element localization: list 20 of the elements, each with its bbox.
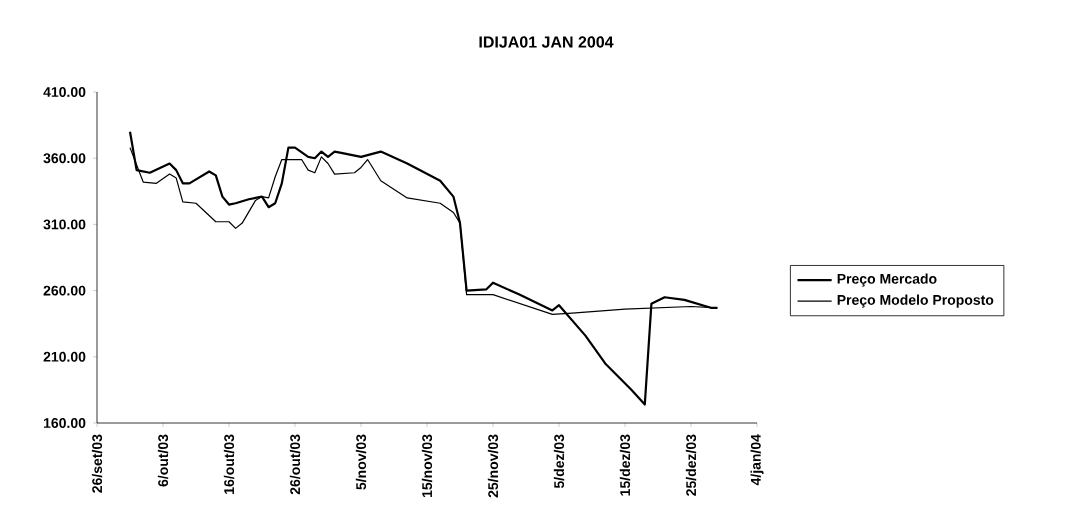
y-tick-label: 210.00 (43, 351, 86, 362)
x-tick-label: 5/nov/03 (355, 434, 367, 490)
x-tick-label: 6/out/03 (157, 434, 169, 487)
chart-title: IDIJA01 JAN 2004 (479, 36, 614, 48)
x-tick-label: 26/set/03 (91, 434, 103, 493)
x-tick-label: 25/dez/03 (685, 434, 697, 496)
x-tick-label: 15/dez/03 (619, 434, 631, 496)
x-tick-label: 26/out/03 (289, 434, 301, 495)
x-tick-label: 16/out/03 (223, 434, 235, 494)
x-tick-label: 4/jan/04 (750, 434, 764, 486)
x-tick-label: 15/nov/03 (421, 434, 433, 497)
x-tick-label: 5/dez/03 (553, 434, 565, 489)
y-tick-label: 360.00 (43, 153, 86, 164)
legend-label: Preço Mercado (837, 273, 937, 287)
y-tick-label: 310.00 (43, 219, 86, 230)
y-tick-label: 260.00 (43, 285, 86, 296)
x-tick-label: 25/nov/03 (487, 434, 499, 498)
y-tick-label: 160.00 (44, 418, 86, 428)
y-tick-label: 410.00 (43, 87, 86, 97)
legend-label: Preço Modelo Proposto (837, 294, 994, 308)
